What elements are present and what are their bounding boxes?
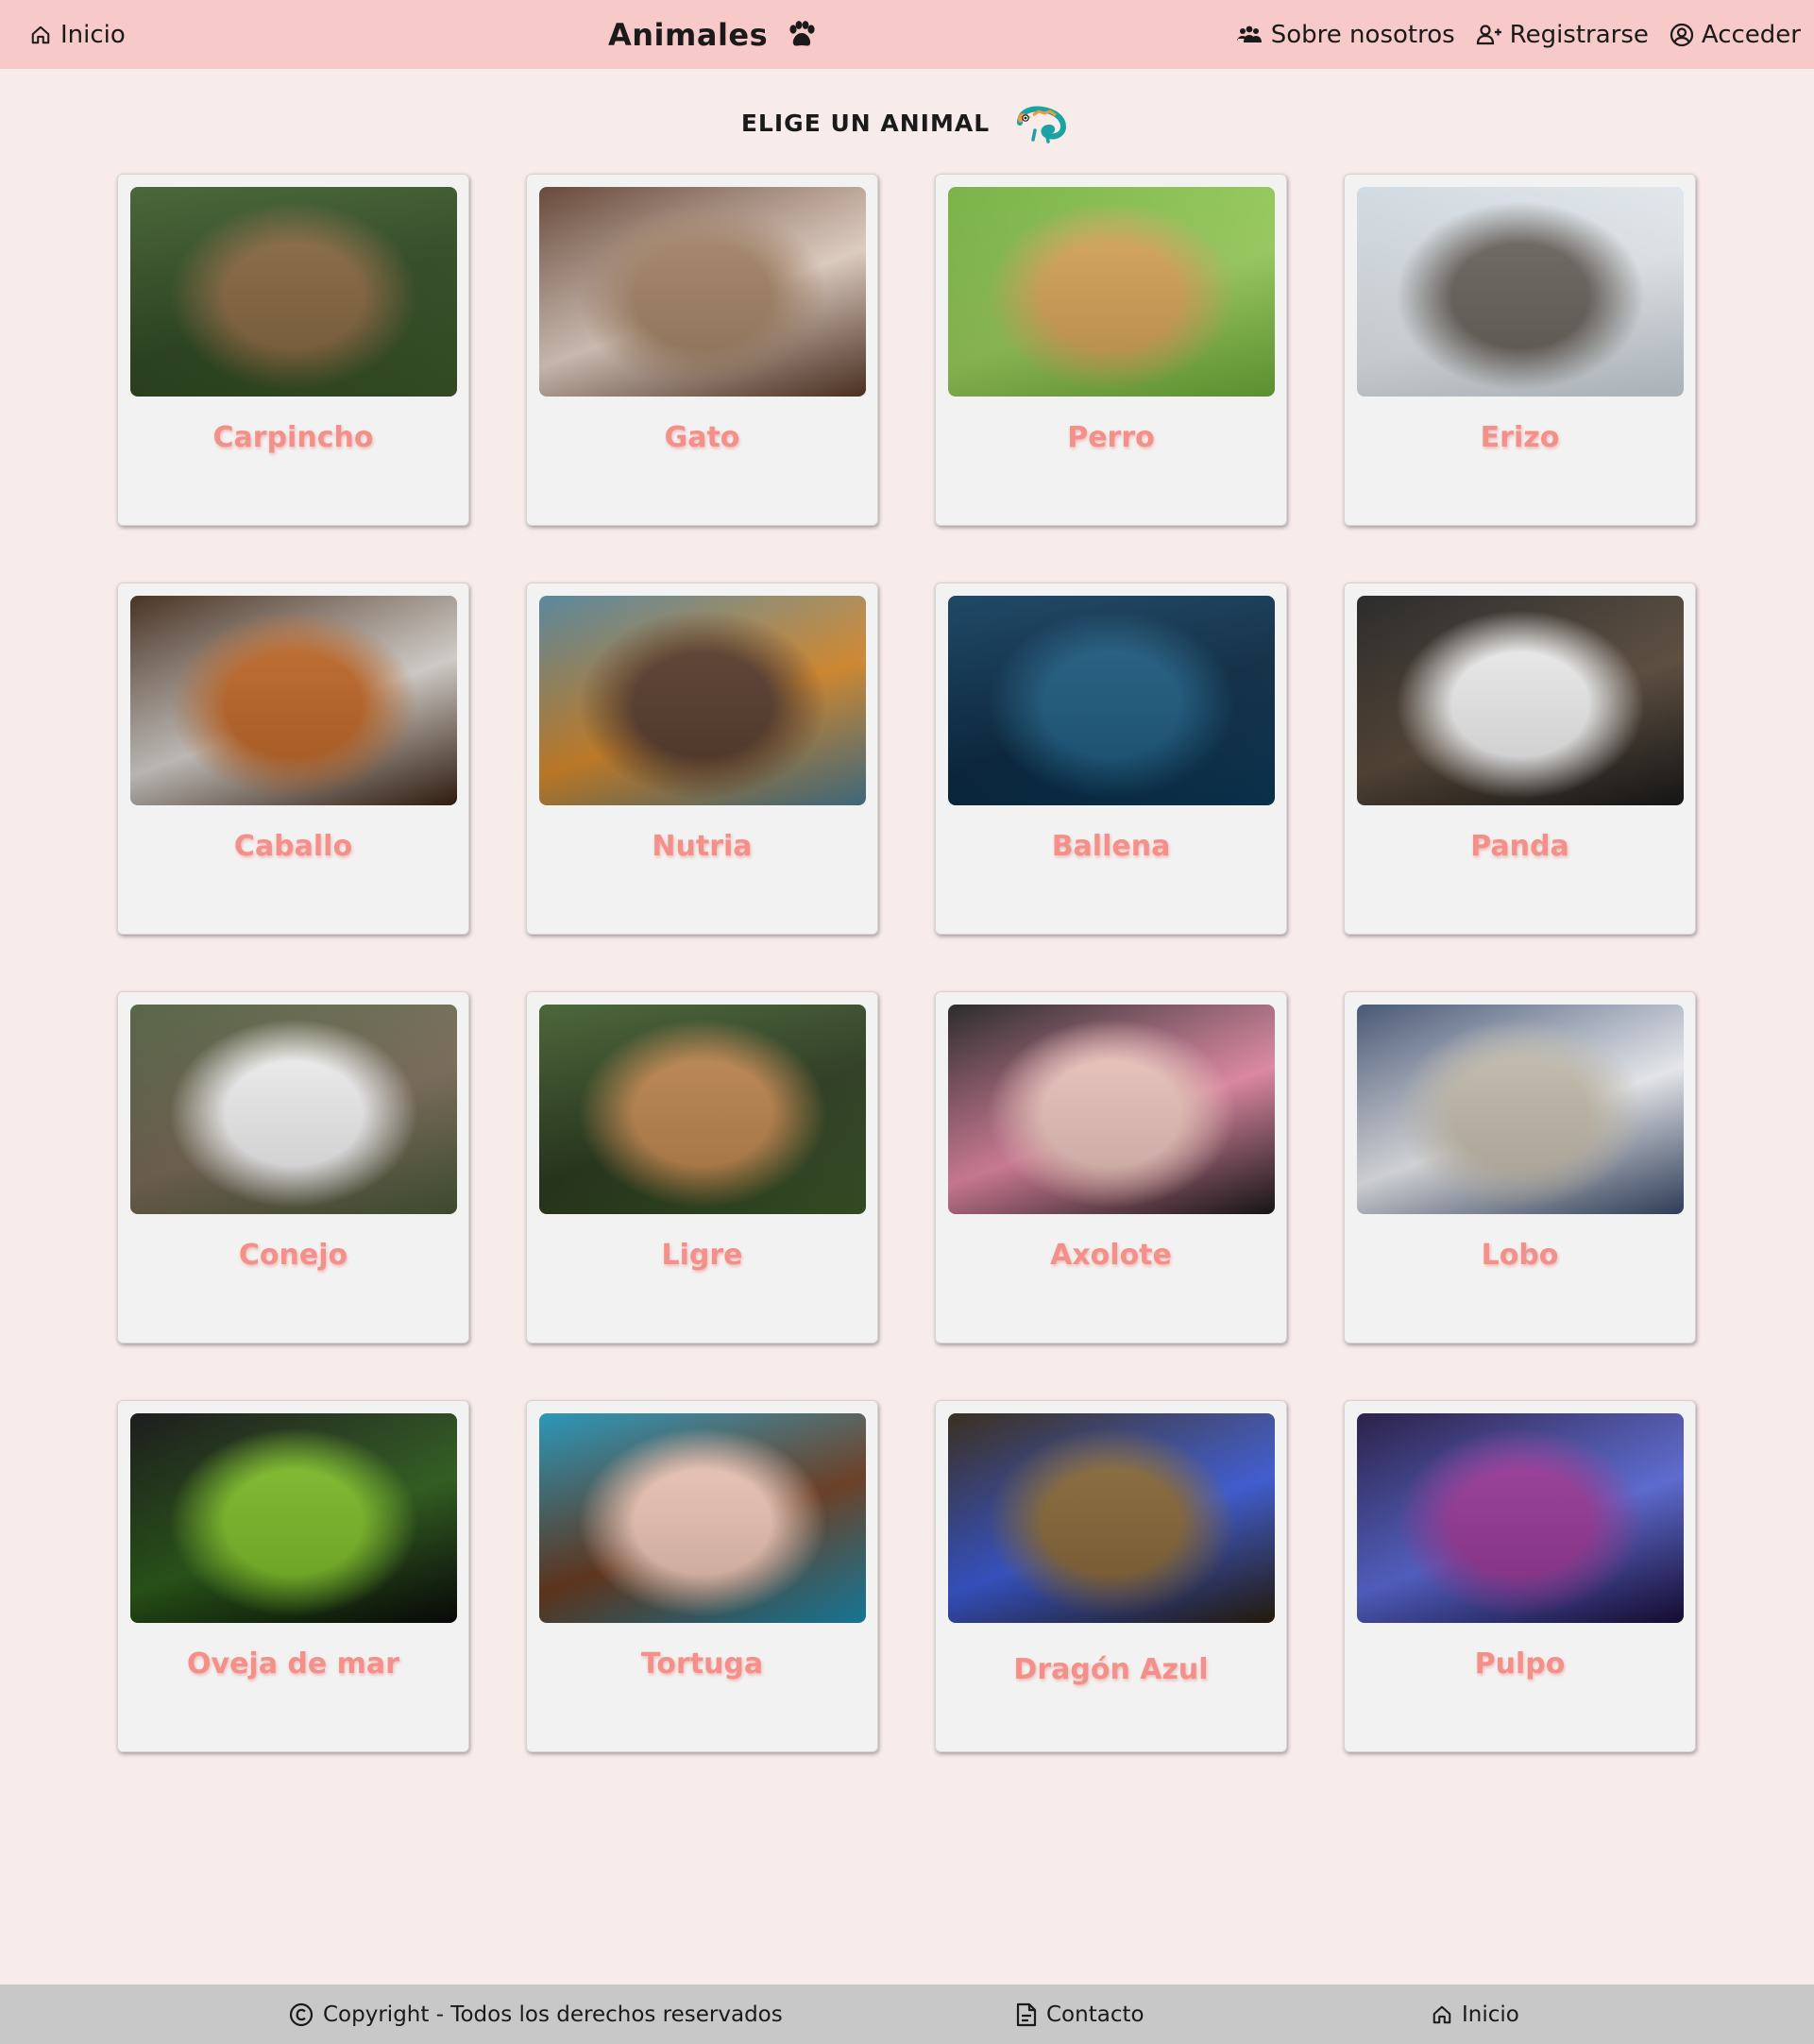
user-plus-icon (1476, 24, 1502, 46)
nav-home-label: Inicio (60, 20, 126, 49)
animal-card[interactable]: Erizo (1344, 174, 1696, 526)
animal-card[interactable]: Ballena (935, 583, 1287, 935)
home-icon (30, 25, 51, 45)
footer: Copyright - Todos los derechos reservado… (0, 1985, 1814, 2044)
footer-contact-link[interactable]: Contacto (1016, 1985, 1144, 2044)
animal-name: Ballena (1051, 830, 1171, 863)
nav-about-link[interactable]: Sobre nosotros (1235, 21, 1455, 49)
animal-name: Ligre (661, 1239, 743, 1272)
animal-name: Carpincho (212, 421, 374, 454)
page-heading-text: ELIGE UN ANIMAL (740, 109, 991, 137)
top-navbar: Inicio Animales Sobre nosotros (0, 0, 1814, 69)
animal-photo (130, 1005, 457, 1214)
user-circle-icon (1670, 23, 1694, 47)
paw-icon (787, 20, 817, 49)
animal-card[interactable]: Gato (526, 174, 878, 526)
chameleon-icon (1014, 102, 1073, 144)
animal-photo (948, 596, 1275, 805)
animal-name: Oveja de mar (187, 1647, 399, 1681)
animal-card[interactable]: Tortuga (526, 1400, 878, 1752)
animal-photo (948, 187, 1275, 397)
brand: Animales (608, 0, 815, 69)
animal-photo (948, 1005, 1275, 1214)
animal-photo (130, 596, 457, 805)
animal-card[interactable]: Ligre (526, 991, 878, 1343)
animal-name: Erizo (1480, 421, 1560, 454)
animal-photo (948, 1413, 1275, 1623)
nav-about-label: Sobre nosotros (1270, 20, 1455, 49)
animal-photo (539, 1005, 866, 1214)
brand-title: Animales (608, 16, 769, 53)
animal-name: Tortuga (640, 1647, 764, 1681)
animal-grid: Carpincho Gato Perro Erizo Caballo Nutria Ball… (117, 174, 1696, 1752)
animal-photo (130, 187, 457, 397)
nav-login-label: Acceder (1701, 20, 1801, 49)
nav-home-link[interactable]: Inicio (30, 0, 126, 69)
animal-card[interactable]: Conejo (117, 991, 469, 1343)
animal-card[interactable]: Caballo (117, 583, 469, 935)
animal-card[interactable]: Axolote (935, 991, 1287, 1343)
animal-card[interactable]: Dragón Azul (935, 1400, 1287, 1752)
users-icon (1235, 25, 1263, 45)
animal-photo (539, 187, 866, 397)
animal-photo (539, 596, 866, 805)
footer-home-label: Inicio (1462, 2002, 1519, 2027)
nav-right: Sobre nosotros Registrarse Acceder (1235, 0, 1801, 69)
animal-photo (1357, 187, 1684, 397)
footer-home-link[interactable]: Inicio (1432, 1985, 1519, 2044)
footer-contact-label: Contacto (1046, 2002, 1144, 2027)
animal-name: Panda (1470, 830, 1569, 863)
animal-card[interactable]: Carpincho (117, 174, 469, 526)
animal-name: Dragón Azul (1013, 1653, 1209, 1686)
animal-card[interactable]: Nutria (526, 583, 878, 935)
animal-name: Gato (664, 421, 740, 454)
animal-name: Pulpo (1474, 1647, 1566, 1681)
animal-card[interactable]: Pulpo (1344, 1400, 1696, 1752)
animal-name: Perro (1067, 421, 1155, 454)
animal-photo (1357, 1413, 1684, 1623)
animal-name: Conejo (238, 1239, 348, 1272)
animal-card[interactable]: Perro (935, 174, 1287, 526)
animal-photo (1357, 1005, 1684, 1214)
animal-name: Nutria (652, 830, 753, 863)
animal-photo (1357, 596, 1684, 805)
animal-photo (130, 1413, 457, 1623)
animal-name: Caballo (233, 830, 353, 863)
footer-copyright: Copyright - Todos los derechos reservado… (289, 1985, 783, 2044)
animal-name: Lobo (1481, 1239, 1559, 1272)
footer-copyright-text: Copyright - Todos los derechos reservado… (323, 2002, 783, 2027)
nav-register-link[interactable]: Registrarse (1476, 21, 1649, 49)
animal-card[interactable]: Lobo (1344, 991, 1696, 1343)
nav-login-link[interactable]: Acceder (1670, 21, 1801, 49)
document-icon (1016, 2002, 1037, 2027)
copyright-icon (289, 2002, 314, 2027)
animal-card[interactable]: Panda (1344, 583, 1696, 935)
home-icon (1432, 2004, 1452, 2025)
animal-photo (539, 1413, 866, 1623)
page-heading: ELIGE UN ANIMAL (0, 102, 1814, 144)
animal-card[interactable]: Oveja de mar (117, 1400, 469, 1752)
animal-name: Axolote (1050, 1239, 1172, 1272)
nav-register-label: Registrarse (1509, 20, 1649, 49)
